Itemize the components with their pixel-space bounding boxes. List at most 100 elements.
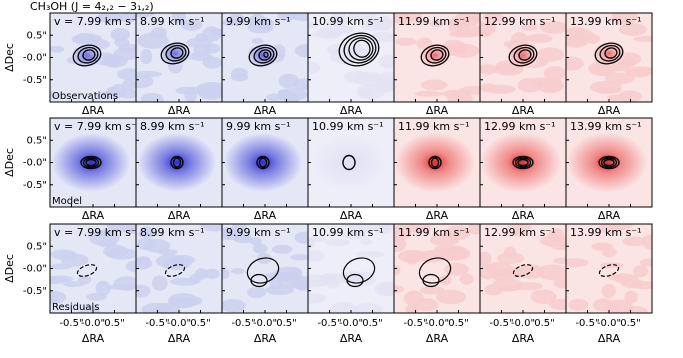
model-emission [51,132,131,193]
noise [329,301,359,313]
noise [601,284,616,299]
noise [167,293,199,309]
noise [86,292,107,301]
contour [604,47,618,59]
noise [459,86,480,95]
contour [80,155,102,170]
x-axis-label: ΔRA [254,332,277,345]
noise [394,236,407,253]
noise [492,269,513,283]
noise [374,281,394,297]
x-axis-label: ΔRA [168,209,191,222]
x-axis-label: ΔRA [512,104,535,117]
noise [459,273,474,285]
noise [99,229,115,238]
residual [76,264,98,277]
panel [394,118,480,207]
contour [77,46,99,64]
contour [353,39,371,58]
noise [200,224,222,232]
noise [480,251,492,267]
residual [598,264,620,277]
channel-label: 13.99 km s⁻¹ [570,120,642,133]
noise [552,257,566,264]
noise [547,228,565,243]
noise [283,92,299,102]
noise [623,305,648,313]
noise [397,249,428,263]
contour [253,46,275,64]
noise [480,83,498,93]
x-axis-label: ΔRA [168,104,191,117]
channel-label: v = 7.99 km s⁻¹ [54,226,141,239]
noise [359,88,376,97]
x-tick-label: 0.5" [104,318,125,329]
noise [266,93,282,101]
noise [530,289,557,305]
panel [50,224,136,313]
y-axis-label: ΔDec [3,148,16,177]
noise [231,224,247,233]
x-axis-label: ΔRA [254,104,277,117]
noise [136,257,153,270]
noise [143,239,171,253]
x-tick-label: -0.0" [339,318,363,329]
x-tick-label: -0.5" [317,318,341,329]
noise [195,268,208,280]
noise [436,247,467,261]
x-tick-label: -0.5" [575,318,599,329]
panel [308,224,394,313]
noise [156,254,185,269]
noise [611,13,638,25]
noise [118,13,136,23]
channel-label: 11.99 km s⁻¹ [398,15,470,28]
noise [136,284,151,298]
noise [445,225,471,240]
x-tick-label: -0.0" [167,318,191,329]
noise [414,90,443,97]
channel-label: 11.99 km s⁻¹ [398,226,470,239]
row-label: Residuals [52,302,99,313]
panel [50,118,136,207]
y-tick-label: -0.5" [23,75,47,86]
noise [137,231,158,238]
noise [309,236,327,243]
noise [609,224,633,230]
noise [50,249,77,260]
noise [608,303,622,313]
model-emission [223,132,303,193]
noise [50,45,65,53]
noise [75,33,95,44]
noise [308,293,326,304]
residual [512,264,534,277]
model-emission [137,132,217,193]
x-tick-label: -0.0" [81,318,105,329]
noise [375,79,394,93]
noise [308,250,325,262]
noise [113,276,136,291]
noise [252,243,268,254]
noise [356,74,381,82]
noise [352,303,383,313]
noise [140,92,164,102]
noise [136,13,155,18]
noise [137,32,169,49]
x-axis-label: ΔRA [426,209,449,222]
x-axis-label: ΔRA [426,332,449,345]
noise [381,71,394,79]
contour [338,32,380,67]
x-tick-label: -0.0" [597,318,621,329]
noise [539,21,566,34]
noise [140,48,153,65]
noise [521,23,538,31]
model-emission [309,132,389,193]
panel [222,224,308,313]
noise [290,13,308,22]
noise [435,289,467,305]
x-axis-label: ΔRA [254,209,277,222]
noise [568,298,589,311]
noise [294,43,308,58]
panel [50,13,136,102]
noise [274,266,303,282]
